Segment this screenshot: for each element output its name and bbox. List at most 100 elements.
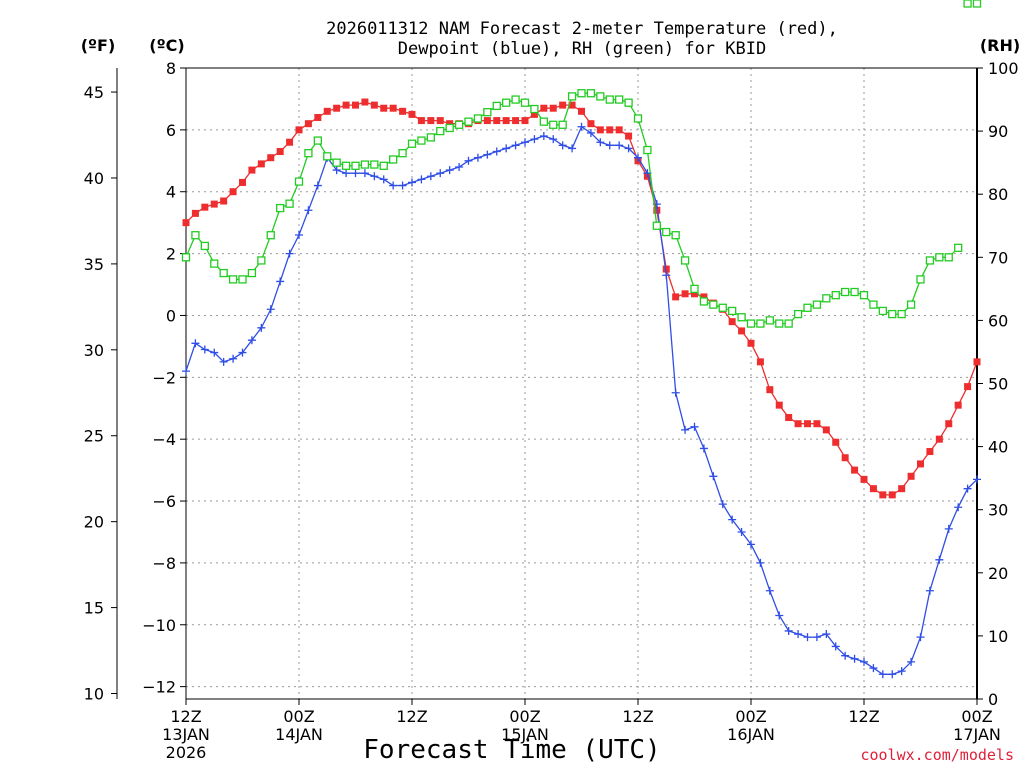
data-point <box>285 249 294 258</box>
data-point <box>606 126 614 134</box>
time-tick-label: 12Z <box>396 707 427 726</box>
data-point <box>191 209 199 217</box>
data-point <box>662 271 671 280</box>
data-point <box>709 300 718 309</box>
data-point <box>511 95 520 104</box>
data-point <box>266 231 275 240</box>
data-point <box>662 265 670 273</box>
data-point <box>200 241 209 251</box>
data-point <box>427 117 435 125</box>
data-point <box>615 126 623 134</box>
time-tick-label: 2026 <box>166 743 207 762</box>
data-point <box>794 420 802 428</box>
rh-tick-label: 70 <box>988 248 1008 267</box>
data-point <box>445 166 454 175</box>
data-point <box>925 256 935 265</box>
celsius-tick-label: 0 <box>166 306 176 325</box>
data-point <box>181 253 191 262</box>
data-point <box>804 420 811 428</box>
fahrenheit-tick-label: 10 <box>84 685 104 704</box>
data-point <box>681 290 689 298</box>
data-point <box>417 136 426 145</box>
data-point <box>323 107 331 115</box>
data-point <box>257 256 266 265</box>
data-point <box>304 149 313 158</box>
data-point <box>379 175 388 184</box>
data-point <box>935 555 944 564</box>
data-point <box>426 133 435 142</box>
data-point <box>210 259 219 268</box>
data-point <box>248 166 256 174</box>
data-point <box>455 162 464 171</box>
data-point <box>530 110 538 118</box>
data-point <box>247 268 257 278</box>
data-point <box>492 101 501 111</box>
celsius-unit-label: (ºC) <box>149 36 184 55</box>
time-tick-label: 16JAN <box>727 725 775 744</box>
data-point <box>228 275 238 284</box>
data-point <box>304 206 313 215</box>
data-point <box>408 110 416 118</box>
data-point <box>539 117 548 126</box>
x-axis-label: Forecast Time (UTC) <box>363 735 660 765</box>
data-point <box>502 117 510 125</box>
time-tick-label: 00Z <box>961 707 992 726</box>
data-point <box>247 336 256 345</box>
data-point <box>925 586 934 595</box>
data-point <box>671 231 680 240</box>
celsius-tick-label: 2 <box>166 245 176 264</box>
data-point <box>446 120 454 128</box>
fahrenheit-tick-label: 15 <box>84 599 104 618</box>
data-point <box>728 515 737 524</box>
celsius-tick-label: −8 <box>152 554 176 573</box>
data-point <box>860 475 868 483</box>
data-point <box>276 203 285 213</box>
data-point <box>436 126 445 136</box>
data-point <box>380 104 388 112</box>
data-point <box>605 95 614 104</box>
data-point <box>191 231 200 240</box>
data-point <box>624 98 633 107</box>
data-point <box>332 158 341 167</box>
data-point <box>851 466 859 474</box>
data-point <box>935 435 943 443</box>
data-point <box>737 313 746 322</box>
data-point <box>794 630 803 639</box>
data-point <box>530 135 539 144</box>
time-tick-label: 12Z <box>622 707 653 726</box>
data-point <box>399 107 407 115</box>
data-point <box>775 319 784 328</box>
data-point <box>473 153 482 162</box>
series-2-meter-temperature <box>182 98 981 499</box>
data-point <box>389 181 398 190</box>
data-point <box>342 101 350 109</box>
data-point <box>398 181 407 190</box>
data-point <box>360 160 370 169</box>
data-point <box>691 290 698 298</box>
data-point <box>267 154 275 162</box>
data-point <box>633 114 643 123</box>
data-point <box>784 319 793 328</box>
chart-title-line2: Dewpoint (blue), RH (green) for KBID <box>398 39 766 59</box>
data-point <box>859 291 869 300</box>
series-layer <box>181 0 982 679</box>
data-point <box>747 339 755 347</box>
data-point <box>342 169 351 178</box>
data-point <box>728 306 737 316</box>
data-point <box>219 357 228 366</box>
data-point <box>643 145 652 155</box>
data-point <box>793 309 803 319</box>
data-point <box>841 454 849 462</box>
data-point <box>831 642 840 651</box>
data-point <box>417 175 426 184</box>
data-point <box>898 485 906 493</box>
data-point <box>596 126 604 134</box>
data-point <box>681 425 690 434</box>
rh-tick-label: 60 <box>988 311 1008 330</box>
data-point <box>615 95 624 104</box>
data-point <box>341 161 351 170</box>
data-point <box>295 126 303 134</box>
data-point <box>812 300 822 309</box>
